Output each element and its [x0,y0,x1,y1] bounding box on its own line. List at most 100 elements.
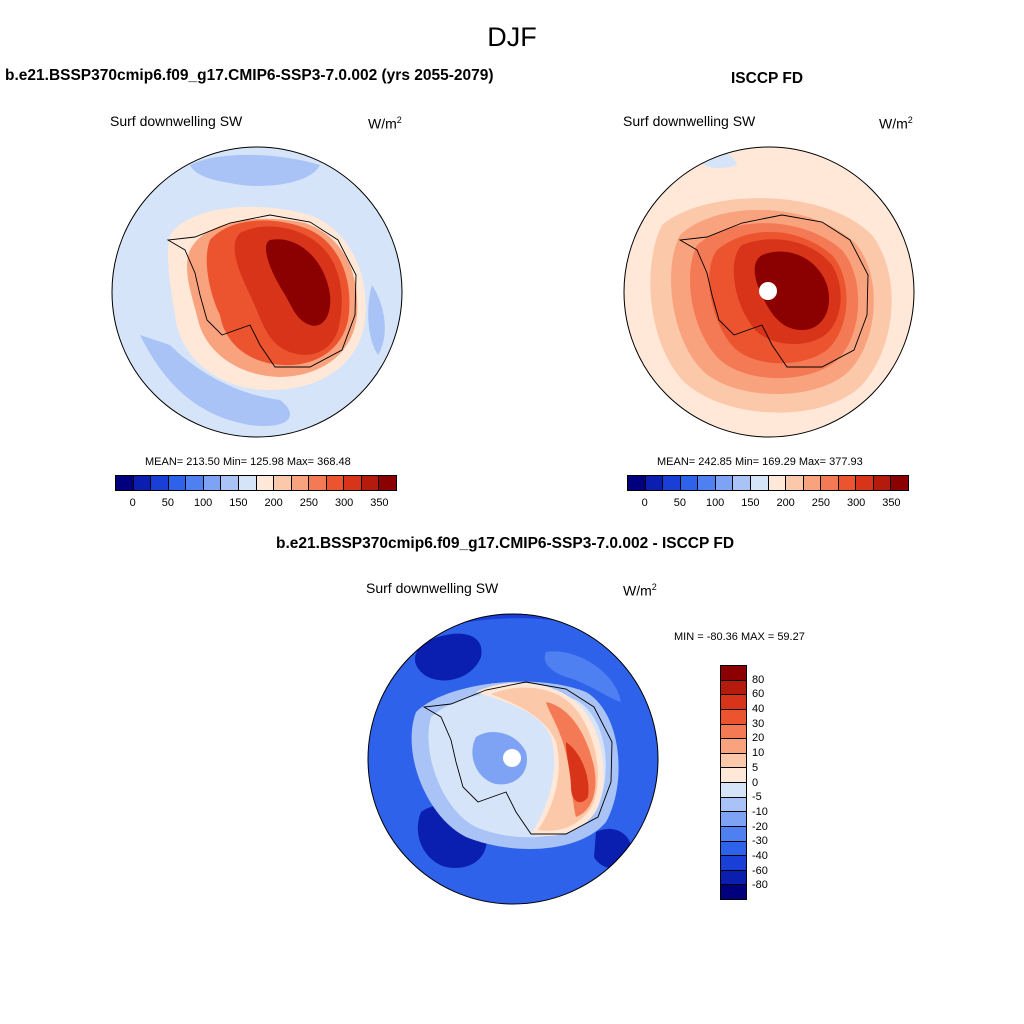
colorbar-swatch [721,768,746,783]
units-label-model: W/m2 [368,115,402,132]
colorbar-swatch [256,476,275,490]
colorbar-swatch [186,476,204,490]
colorbar-tick-label: 150 [741,497,760,509]
colorbar-swatch [721,826,746,842]
colorbar-tick-label: 60 [752,688,765,701]
colorbar-swatch [274,476,292,490]
colorbar-swatch [221,476,239,490]
stats-model: MEAN= 213.50 Min= 125.98 Max= 368.48 [145,456,351,468]
colorbar-swatch [721,870,746,886]
colorbar-model [115,475,397,491]
colorbar-tick-label: -80 [752,879,768,892]
colorbar-tick-label: 100 [705,497,725,509]
colorbar-swatch [721,841,746,857]
polar-map-obs [623,146,915,438]
colorbar-swatch [291,476,310,490]
colorbar-tick-label: 50 [673,497,686,509]
colorbar-swatch [326,476,345,490]
colorbar-tick-label: 0 [129,497,136,509]
colorbar-swatch [721,666,746,681]
colorbar-swatch [721,753,746,769]
colorbar-tick-label: 80 [752,673,765,686]
colorbar-swatch [721,856,746,871]
variable-label-diff: Surf downwelling SW [366,580,499,596]
units-label-diff: W/m2 [623,582,657,599]
colorbar-swatch [238,476,257,490]
colorbar-swatch [721,797,746,813]
colorbar-swatch [838,476,857,490]
colorbar-tick-label: -60 [752,864,768,877]
colorbar-swatch [698,476,716,490]
colorbar-swatch [721,695,746,710]
colorbar-tick-label: -40 [752,849,768,862]
colorbar-tick-label: 350 [370,497,389,509]
colorbar-tick-label: 5 [752,761,759,774]
colorbar-ticks-obs: 0 50 100 150 200 250 300 350 [627,497,909,511]
colorbar-obs [627,475,909,491]
panel-title-diff: b.e21.BSSP370cmip6.f09_g17.CMIP6-SSP3-7.… [276,535,735,552]
colorbar-diff [720,665,747,900]
colorbar-swatch [645,476,664,490]
colorbar-tick-label: 0 [752,776,759,789]
colorbar-tick-label: 200 [264,497,283,509]
polar-map-diff [367,613,659,905]
colorbar-swatch [721,812,746,827]
colorbar-ticks-model: 0 50 100 150 200 250 300 350 [115,497,397,511]
colorbar-swatch [133,476,152,490]
colorbar-tick-label: 20 [752,732,765,745]
colorbar-swatch [768,476,787,490]
variable-label-model: Surf downwelling SW [110,113,243,129]
colorbar-swatch [721,709,746,725]
colorbar-swatch [203,476,222,490]
colorbar-swatch [721,680,746,696]
polar-map-model [111,146,403,438]
colorbar-tick-label: 300 [334,497,354,509]
colorbar-tick-label: 100 [193,497,213,509]
variable-label-obs: Surf downwelling SW [623,113,756,129]
colorbar-tick-label: 350 [882,497,901,509]
colorbar-tick-label: 10 [752,747,765,760]
colorbar-ticks-diff: 80 60 40 30 20 10 5 0 -5 -10 -20 -30 -40 -60 -80 [752,665,792,900]
colorbar-tick-label: 250 [811,497,831,509]
panel-title-obs: ISCCP FD [731,70,804,87]
colorbar-swatch [116,476,134,490]
colorbar-swatch [733,476,751,490]
colorbar-tick-label: -10 [752,805,768,818]
colorbar-swatch [168,476,187,490]
colorbar-tick-label: 150 [229,497,248,509]
figure-title: DJF [487,22,537,52]
colorbar-swatch [309,476,327,490]
colorbar-swatch [361,476,380,490]
colorbar-tick-label: 200 [776,497,795,509]
colorbar-swatch [721,724,746,740]
colorbar-swatch [721,739,746,754]
colorbar-swatch [750,476,769,490]
colorbar-swatch [663,476,681,490]
colorbar-swatch [873,476,892,490]
stats-obs: MEAN= 242.85 Min= 169.29 Max= 377.93 [657,456,863,468]
panel-title-model: b.e21.BSSP370cmip6.f09_g17.CMIP6-SSP3-7.… [5,67,494,84]
stats-diff: MIN = -80.36 MAX = 59.27 [674,631,805,643]
units-label-obs: W/m2 [879,115,913,132]
colorbar-swatch [786,476,804,490]
colorbar-swatch [721,885,746,899]
colorbar-tick-label: -20 [752,820,768,833]
colorbar-swatch [379,476,396,490]
colorbar-tick-label: 30 [752,717,765,730]
colorbar-swatch [821,476,839,490]
colorbar-swatch [151,476,169,490]
colorbar-tick-label: 40 [752,703,765,716]
colorbar-swatch [803,476,822,490]
colorbar-swatch [628,476,646,490]
colorbar-tick-label: -5 [752,791,762,804]
colorbar-tick-label: -30 [752,835,768,848]
colorbar-tick-label: 50 [161,497,174,509]
colorbar-swatch [344,476,362,490]
colorbar-tick-label: 300 [846,497,866,509]
colorbar-tick-label: 250 [299,497,319,509]
colorbar-swatch [891,476,908,490]
colorbar-swatch [856,476,874,490]
colorbar-swatch [680,476,699,490]
colorbar-tick-label: 0 [641,497,648,509]
colorbar-swatch [721,783,746,798]
